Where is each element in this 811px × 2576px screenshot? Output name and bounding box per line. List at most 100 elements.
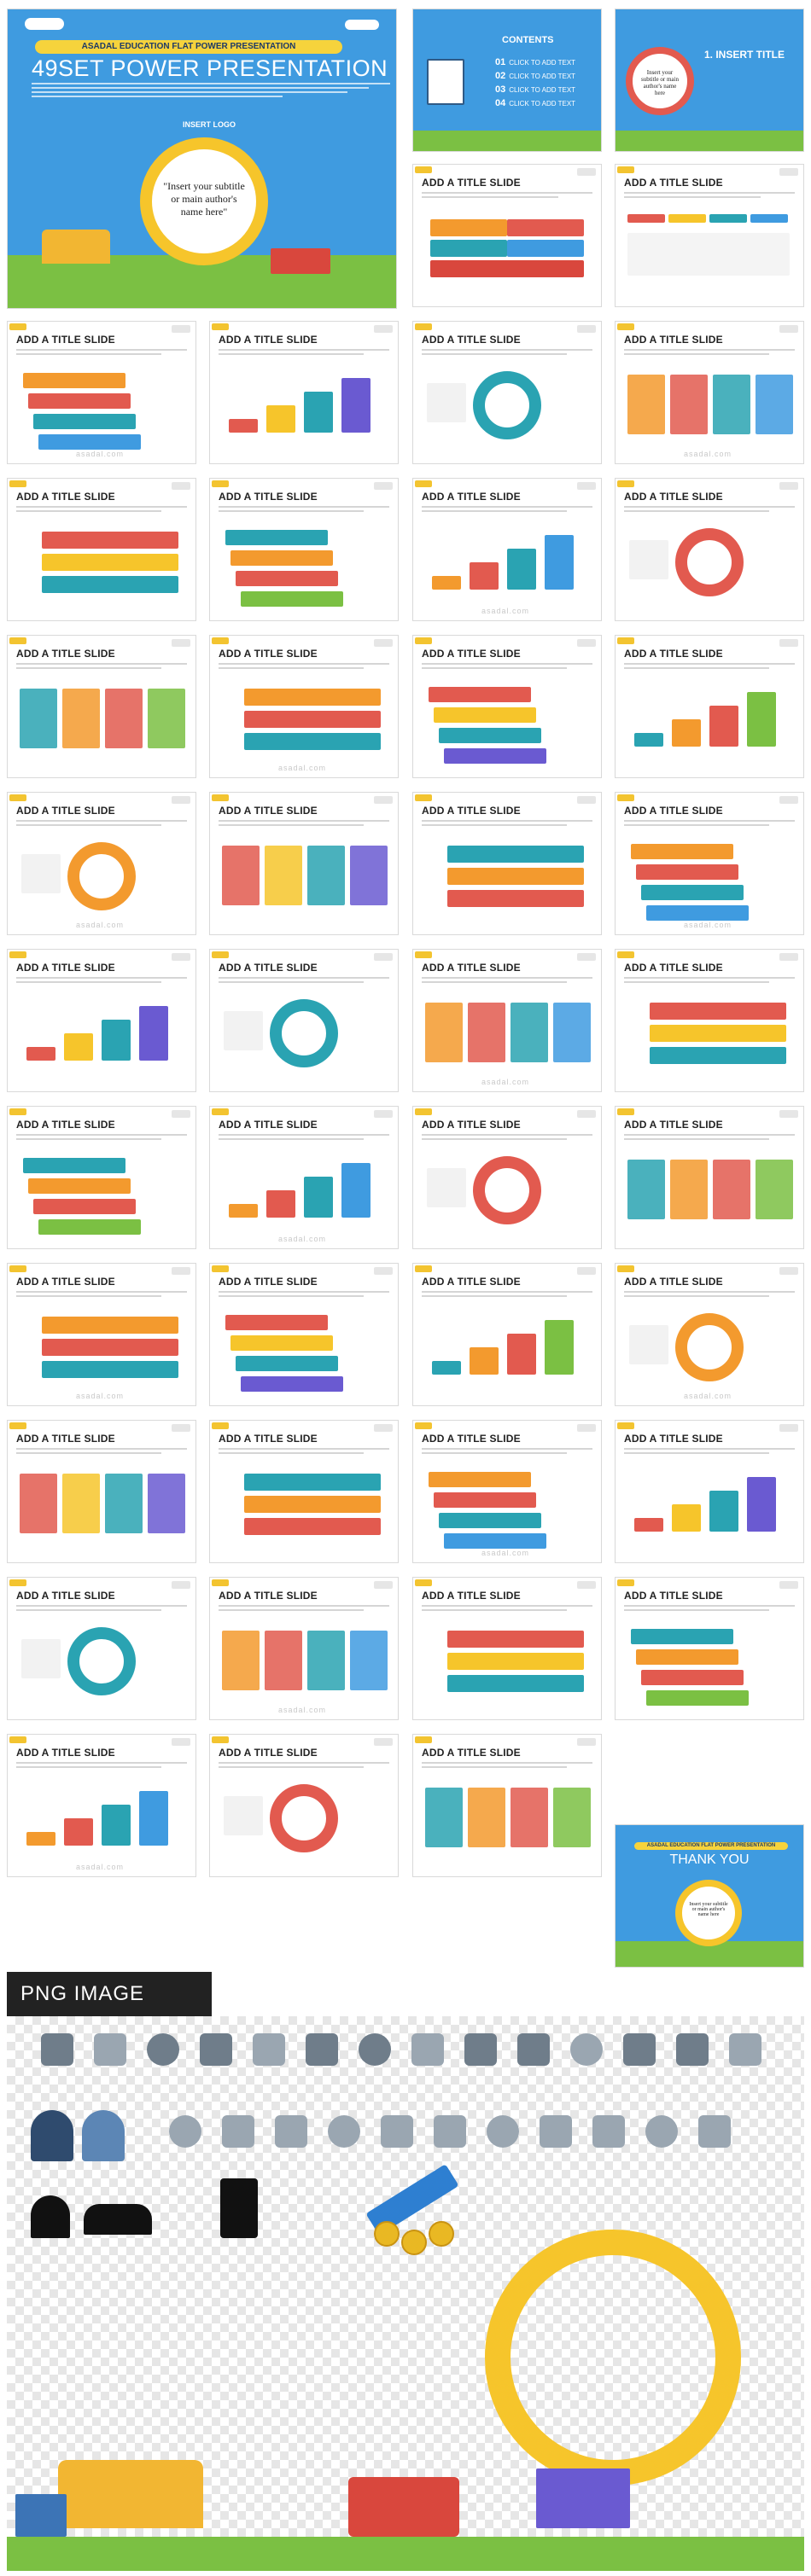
gear-icon: [411, 2033, 444, 2066]
book-house-illustration: [58, 2460, 203, 2528]
diagram-block: [670, 375, 708, 434]
title-slide[interactable]: ADD A TITLE SLIDE: [209, 321, 399, 464]
title-slide[interactable]: ADD A TITLE SLIDE: [7, 478, 196, 621]
title-slide[interactable]: ADD A TITLE SLIDE: [209, 1263, 399, 1406]
title-slide[interactable]: ADD A TITLE SLIDE: [615, 1106, 804, 1249]
diagram-block: [553, 1788, 591, 1847]
png-assets-area: [7, 2016, 804, 2571]
thanks-slide[interactable]: ASADAL EDUCATION FLAT POWER PRESENTATION…: [615, 1824, 804, 1968]
brand-tag: [617, 637, 634, 644]
hourglass-icon: [275, 2115, 307, 2148]
brand-tag: [415, 637, 432, 644]
title-slide[interactable]: ADD A TITLE SLIDE asadal.com: [615, 321, 804, 464]
diagram-block: [224, 1011, 263, 1050]
section-slide[interactable]: 1. INSERT TITLE Insert your subtitle or …: [615, 9, 804, 152]
title-slide[interactable]: ADD A TITLE SLIDE: [7, 635, 196, 778]
diagram-block: [222, 1631, 260, 1690]
diagram-block: [236, 1356, 338, 1371]
slide-logo: [374, 1581, 393, 1589]
cover-slide[interactable]: ASADAL EDUCATION FLAT POWER PRESENTATION…: [7, 9, 397, 309]
title-slide[interactable]: ADD A TITLE SLIDE asadal.com: [209, 635, 399, 778]
title-slide[interactable]: ADD A TITLE SLIDE asadal.com: [412, 478, 602, 621]
slide-title: ADD A TITLE SLIDE: [219, 491, 318, 503]
title-slide[interactable]: ADD A TITLE SLIDE: [209, 478, 399, 621]
title-slide[interactable]: ADD A TITLE SLIDE: [412, 1106, 602, 1249]
title-slide[interactable]: ADD A TITLE SLIDE asadal.com: [209, 1106, 399, 1249]
title-slide[interactable]: ADD A TITLE SLIDE: [412, 1734, 602, 1877]
title-slide[interactable]: ADD A TITLE SLIDE asadal.com: [615, 1263, 804, 1406]
diagram-block: [641, 1670, 744, 1685]
title-slide[interactable]: ADD A TITLE SLIDE: [209, 792, 399, 935]
diagram-block: [507, 1334, 536, 1375]
title-slide[interactable]: ADD A TITLE SLIDE: [412, 164, 602, 307]
slide-logo: [779, 796, 798, 804]
title-slide[interactable]: ADD A TITLE SLIDE: [615, 478, 804, 621]
title-slide[interactable]: ADD A TITLE SLIDE: [209, 949, 399, 1092]
brand-tag: [9, 794, 26, 801]
thanks-ribbon: ASADAL EDUCATION FLAT POWER PRESENTATION: [634, 1842, 788, 1850]
diagram-block: [20, 1474, 57, 1533]
diagram-block: [23, 1158, 125, 1173]
diagram-block: [139, 1791, 168, 1846]
title-slide[interactable]: ADD A TITLE SLIDE asadal.com: [209, 1577, 399, 1720]
title-slide[interactable]: ADD A TITLE SLIDE asadal.com: [412, 1420, 602, 1563]
chart-icon: [222, 2115, 254, 2148]
title-slide[interactable]: ADD A TITLE SLIDE asadal.com: [7, 321, 196, 464]
title-slide[interactable]: ADD A TITLE SLIDE: [615, 949, 804, 1092]
diagram-block: [241, 591, 343, 607]
title-slide[interactable]: ADD A TITLE SLIDE: [615, 1420, 804, 1563]
coin-icon: [374, 2221, 400, 2247]
slide-title: ADD A TITLE SLIDE: [16, 1433, 115, 1445]
diagram-block: [427, 383, 466, 422]
diagram-block: [241, 1376, 343, 1392]
diagram-block: [468, 1003, 505, 1062]
watermark: asadal.com: [481, 607, 530, 615]
slide-logo: [172, 953, 190, 961]
title-slide[interactable]: ADD A TITLE SLIDE: [412, 635, 602, 778]
diagram-block: [26, 1047, 55, 1061]
diagram-block: [244, 689, 381, 706]
title-slide[interactable]: ADD A TITLE SLIDE asadal.com: [412, 949, 602, 1092]
title-slide[interactable]: ADD A TITLE SLIDE: [412, 792, 602, 935]
contents-item: 04 CLICK TO ADD TEXT: [495, 98, 576, 108]
brand-tag: [617, 323, 634, 330]
diagram-block: [629, 1325, 668, 1364]
diagram-block: [636, 864, 738, 880]
title-slide[interactable]: ADD A TITLE SLIDE: [412, 1263, 602, 1406]
section-ring-text: Insert your subtitle or main author's na…: [641, 69, 679, 96]
slide-subtext: [16, 349, 187, 359]
tools-icon: [623, 2033, 656, 2066]
title-slide[interactable]: ADD A TITLE SLIDE: [615, 164, 804, 307]
brand-tag: [212, 637, 229, 644]
title-slide[interactable]: ADD A TITLE SLIDE: [615, 1577, 804, 1720]
slide-title: ADD A TITLE SLIDE: [624, 1590, 723, 1602]
bulb-icon: [381, 2115, 413, 2148]
title-slide[interactable]: ADD A TITLE SLIDE asadal.com: [7, 1734, 196, 1877]
title-slide[interactable]: ADD A TITLE SLIDE: [7, 949, 196, 1092]
title-slide[interactable]: ADD A TITLE SLIDE asadal.com: [7, 1263, 196, 1406]
diagram-block: [713, 1160, 750, 1219]
diagram-block: [42, 532, 178, 549]
coin-icon: [429, 2221, 454, 2247]
diagram-block: [432, 576, 461, 590]
watermark: asadal.com: [278, 764, 327, 772]
slide-title: ADD A TITLE SLIDE: [624, 1276, 723, 1288]
diagram-block: [672, 719, 701, 747]
title-slide[interactable]: ADD A TITLE SLIDE asadal.com: [7, 792, 196, 935]
diagram-circle: [473, 1156, 541, 1224]
slide-title: ADD A TITLE SLIDE: [422, 491, 521, 503]
title-slide[interactable]: ADD A TITLE SLIDE: [7, 1106, 196, 1249]
title-slide[interactable]: ADD A TITLE SLIDE: [7, 1420, 196, 1563]
diagram-block: [229, 1204, 258, 1218]
title-slide[interactable]: ADD A TITLE SLIDE: [412, 321, 602, 464]
watermark: asadal.com: [481, 1549, 530, 1557]
slide-title: ADD A TITLE SLIDE: [16, 1276, 115, 1288]
contents-slide[interactable]: CONTENTS 01 CLICK TO ADD TEXT 02 CLICK T…: [412, 9, 602, 152]
title-slide[interactable]: ADD A TITLE SLIDE asadal.com: [615, 792, 804, 935]
title-slide[interactable]: ADD A TITLE SLIDE: [209, 1734, 399, 1877]
slide-logo: [779, 325, 798, 333]
title-slide[interactable]: ADD A TITLE SLIDE: [7, 1577, 196, 1720]
title-slide[interactable]: ADD A TITLE SLIDE: [209, 1420, 399, 1563]
title-slide[interactable]: ADD A TITLE SLIDE: [412, 1577, 602, 1720]
title-slide[interactable]: ADD A TITLE SLIDE: [615, 635, 804, 778]
